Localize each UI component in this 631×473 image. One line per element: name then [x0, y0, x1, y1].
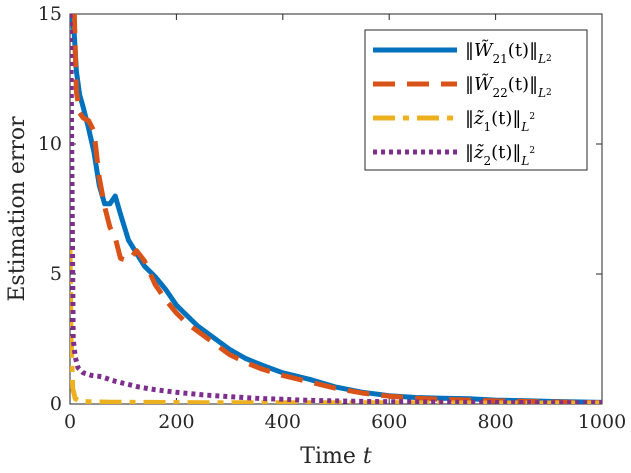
- legend-part-mid: (t)‖: [508, 40, 538, 61]
- legend-part-sub: 21: [493, 52, 508, 66]
- x-tick-label: 0: [64, 411, 76, 433]
- legend-part-base: W̃: [474, 73, 494, 95]
- legend-part-norm_sub: L: [537, 86, 546, 100]
- legend-box: [364, 29, 588, 171]
- series-line-4: [70, 14, 602, 404]
- legend-part-sub: 2: [483, 154, 491, 168]
- legend-part-sub: 1: [483, 120, 491, 134]
- y-axis-label: Estimation error: [5, 116, 30, 302]
- x-tick-label: 200: [158, 411, 194, 433]
- legend-part-pre: ‖: [465, 108, 474, 129]
- legend-part-base: W̃: [474, 39, 494, 61]
- legend-label-2: ‖W̃22(t)‖L2: [465, 73, 552, 100]
- legend-part-norm-sup: 2: [529, 112, 535, 122]
- x-axis-label: Time t: [300, 444, 372, 469]
- legend-part-norm-subsub: 2: [546, 54, 552, 64]
- x-tick-label: 1000: [578, 411, 626, 433]
- legend-part-pre: ‖: [465, 74, 474, 95]
- y-tick-label: 10: [38, 133, 62, 155]
- legend-part-norm-subsub: 2: [546, 88, 552, 98]
- legend-part-mid: (t)‖: [491, 108, 521, 129]
- legend-part-base: z̃: [473, 142, 484, 163]
- legend-part-base: z̃: [473, 108, 484, 129]
- legend-part-norm_sub: L: [520, 120, 529, 134]
- series-layer: [70, 14, 602, 404]
- legend-label-3: ‖z̃1(t)‖L2: [465, 108, 535, 134]
- x-axis-label-var: t: [363, 444, 372, 469]
- legend-part-sub: 22: [493, 86, 508, 100]
- legend-label-1: ‖W̃21(t)‖L2: [465, 39, 552, 66]
- x-tick-label: 600: [371, 411, 407, 433]
- x-tick-label: 800: [477, 411, 513, 433]
- legend-part-norm_sub: L: [520, 154, 529, 168]
- x-tick-label: 400: [265, 411, 301, 433]
- series-line-2: [71, 14, 602, 404]
- legend-label-4: ‖z̃2(t)‖L2: [465, 142, 535, 168]
- legend-part-pre: ‖: [465, 142, 474, 163]
- y-tick-label: 5: [50, 263, 62, 285]
- x-axis-label-text: Time: [300, 444, 356, 469]
- legend-part-pre: ‖: [465, 40, 474, 61]
- legend-part-norm-sup: 2: [529, 146, 535, 156]
- legend-part-mid: (t)‖: [508, 74, 538, 95]
- y-tick-label: 0: [50, 393, 62, 415]
- series-line-3: [70, 247, 602, 404]
- legend-part-norm_sub: L: [537, 52, 546, 66]
- legend: ‖W̃21(t)‖L2‖W̃22(t)‖L2‖z̃1(t)‖L2‖z̃2(t)‖…: [364, 29, 588, 171]
- legend-part-mid: (t)‖: [491, 142, 521, 163]
- y-tick-label: 15: [38, 3, 62, 25]
